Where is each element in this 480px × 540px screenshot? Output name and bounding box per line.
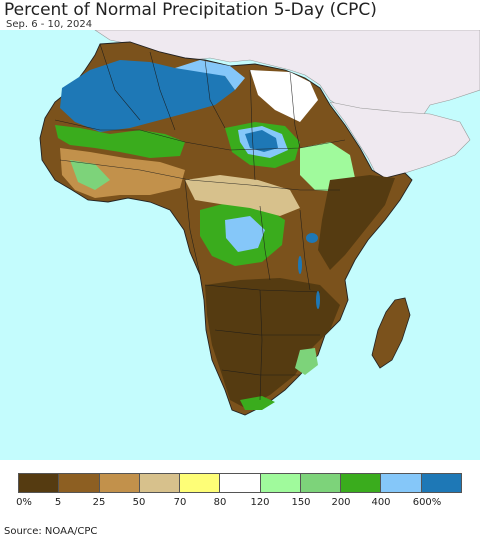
legend-swatch <box>300 474 342 492</box>
legend-label: 25 <box>92 497 106 508</box>
precipitation-map <box>0 30 480 460</box>
southern-africa-dry-region <box>205 278 340 408</box>
congo-very-wet-region <box>225 216 265 252</box>
legend-labels: 0% 5 25 50 70 80 120 150 200 400 600% <box>0 497 480 511</box>
central-african-normal <box>185 175 300 216</box>
arabia-land <box>329 101 471 181</box>
legend-label: 5 <box>54 497 62 508</box>
country-borders <box>54 43 346 401</box>
lake-malawi <box>316 291 320 309</box>
sahara-wet-region <box>60 60 235 132</box>
legend-label: 400 <box>371 497 391 508</box>
lake-victoria <box>306 233 318 243</box>
legend-swatch <box>341 474 382 492</box>
legend-swatch <box>139 474 181 492</box>
source-credit: Source: NOAA/CPC <box>4 526 98 537</box>
west-africa-green <box>70 160 110 190</box>
legend-label: 120 <box>250 497 270 508</box>
legend-swatch <box>180 474 221 492</box>
legend-label: 50 <box>132 497 146 508</box>
legend-swatch <box>99 474 140 492</box>
legend-label: 200 <box>331 497 351 508</box>
legend-label: 70 <box>173 497 187 508</box>
madagascar <box>371 297 411 369</box>
legend-swatch <box>19 474 60 492</box>
legend-label: 80 <box>213 497 227 508</box>
east-africa-dry-region <box>318 175 395 270</box>
lake-tanganyika <box>298 256 302 274</box>
map-subtitle: Sep. 6 - 10, 2024 <box>6 19 93 30</box>
legend-label: 150 <box>291 497 311 508</box>
sahara-wet-edge <box>175 60 245 90</box>
legend-swatch <box>220 474 261 492</box>
legend-swatch <box>59 474 100 492</box>
egypt-normal-region <box>250 70 318 122</box>
legend-label: 0% <box>16 497 32 508</box>
legend-swatch <box>260 474 301 492</box>
map-title: Percent of Normal Precipitation 5-Day (C… <box>4 0 377 20</box>
legend-color-bar <box>18 473 462 493</box>
south-coast-wet-region <box>240 396 275 410</box>
legend-swatch <box>421 474 461 492</box>
southeast-coast-wet-region <box>295 348 318 375</box>
legend-label: 600% <box>412 497 442 508</box>
legend-swatch <box>381 474 422 492</box>
